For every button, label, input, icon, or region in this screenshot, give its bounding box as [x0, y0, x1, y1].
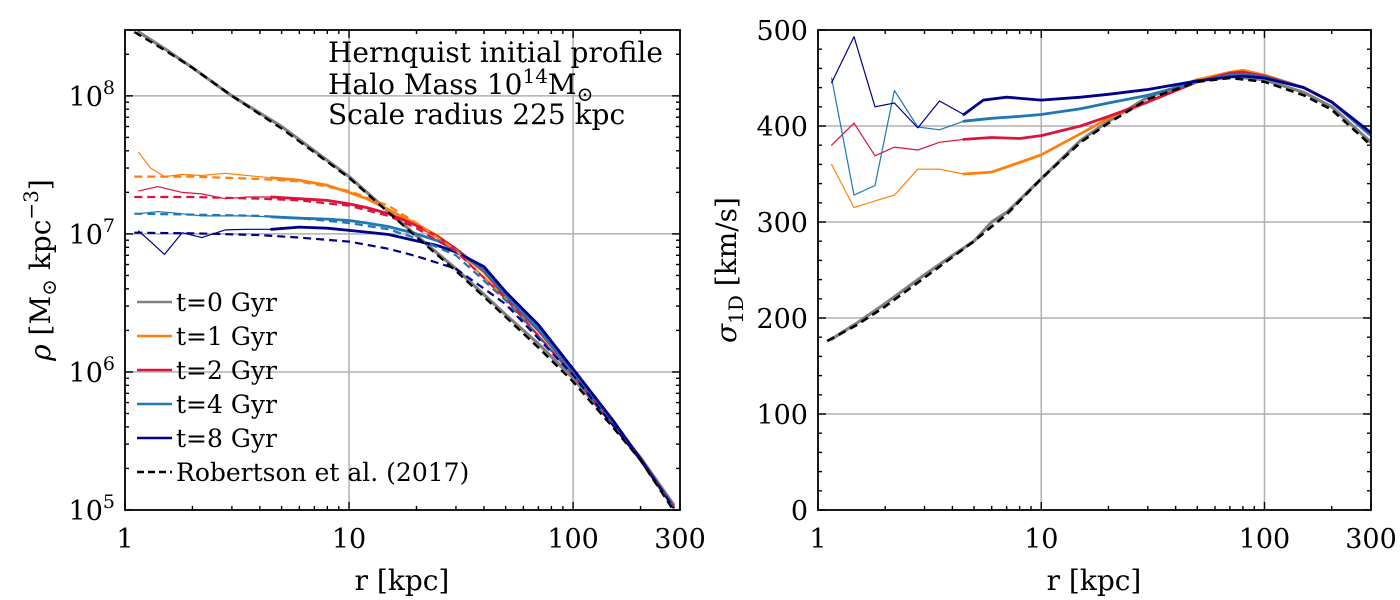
density-series-t-8-gyr-inner [138, 228, 272, 255]
density-y-tick-label: 107 [69, 215, 115, 251]
dispersion-y-tick-label: 0 [791, 496, 808, 527]
density-x-tick-label: 100 [547, 524, 599, 555]
density-y-axis-label: ρ [M⊙ kpc−3] [19, 179, 61, 362]
dispersion-y-axis-label: σ1D [km/s] [710, 197, 748, 343]
density-y-tick-label: 105 [69, 491, 115, 527]
dispersion-x-tick-label: 1 [809, 524, 826, 555]
legend-label: t=2 Gyr [176, 356, 277, 385]
dispersion-series-robertson [826, 76, 1371, 343]
density-series-t-2-gyr-inner [138, 186, 272, 200]
dispersion-y-tick-label: 500 [756, 16, 808, 47]
density-y-tick-label: 108 [69, 77, 115, 113]
annotation: Hernquist initial profile Halo Mass 1014… [328, 36, 663, 131]
dispersion-series-t-8-gyr [962, 74, 1371, 135]
density-series-t-1-gyr-inner [138, 151, 272, 179]
density-x-axis-label: r [kpc] [355, 564, 450, 597]
density-x-tick-label: 300 [654, 524, 706, 555]
dispersion-series-t-0-gyr [829, 74, 1371, 341]
legend-label: t=1 Gyr [176, 322, 277, 351]
dispersion-x-tick-label: 300 [1345, 524, 1397, 555]
dispersion-y-tick-label: 100 [756, 400, 808, 431]
dispersion-x-tick-label: 100 [1239, 524, 1291, 555]
dispersion-y-tick-label: 200 [756, 304, 808, 335]
dispersion-x-tick-label: 10 [1024, 524, 1058, 555]
dispersion-x-axis-label: r [kpc] [1047, 564, 1142, 597]
legend-label: t=4 Gyr [176, 390, 277, 419]
density-plot-frame [124, 29, 681, 511]
annotation-line-1: Hernquist initial profile [328, 36, 663, 69]
density-series-robertson-t-4 [134, 212, 675, 508]
dispersion-y-tick-label: 400 [756, 112, 808, 143]
density-y-tick-label: 106 [69, 353, 115, 389]
density-series-robertson-t-1 [134, 175, 675, 508]
dispersion-series-t-1-gyr-inner [830, 163, 965, 209]
legend-label: t=8 Gyr [176, 424, 277, 453]
dispersion-plot-frame [817, 29, 1372, 511]
dispersion-series-t-8-gyr-inner [830, 36, 965, 129]
dispersion-y-tick-label: 300 [756, 208, 808, 239]
annotation-line-3: Scale radius 225 kpc [328, 98, 625, 131]
annotation-line-2: Halo Mass 1014M⊙ [328, 64, 593, 106]
density-series-t-8-gyr [269, 225, 675, 509]
density-x-tick-label: 1 [116, 524, 133, 555]
legend: t=0 Gyr t=1 Gyr t=2 Gyr t=4 Gyr t=8 Gyr Rober… [137, 288, 469, 487]
legend-label: Robertson et al. (2017) [176, 458, 469, 487]
dispersion-panel: 1 10 100 300 0 100 200 300 400 500 r [kpc] σ1D [k… [710, 16, 1397, 597]
density-series-robertson-t-0 [133, 30, 675, 510]
legend-label: t=0 Gyr [176, 288, 277, 317]
dispersion-series-t-2-gyr [962, 70, 1371, 141]
density-series-t-4-gyr-inner [138, 211, 272, 218]
density-x-tick-label: 10 [332, 524, 366, 555]
dispersion-series-t-4-gyr-inner [830, 77, 965, 196]
dispersion-series-t-2-gyr-inner [830, 122, 965, 157]
density-panel: 1 10 100 300 105 106 107 108 r [kpc] ρ [M⊙ kpc−… [19, 29, 706, 597]
